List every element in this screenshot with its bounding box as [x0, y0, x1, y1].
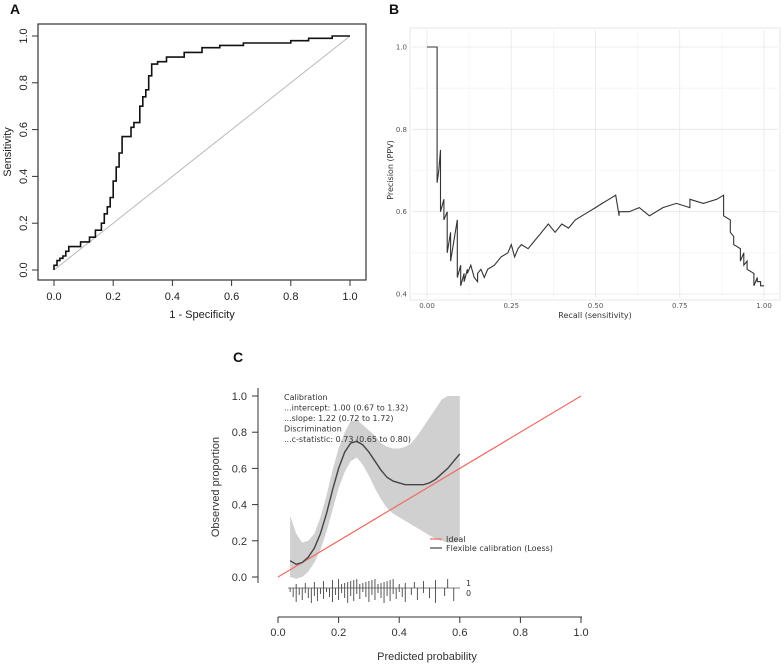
calibration-ideal-line	[277, 395, 582, 578]
pr-y-tick-label: 1.0	[396, 44, 407, 52]
roc-frame	[37, 23, 367, 281]
pr-curve	[427, 46, 764, 287]
panel-letter-a: A	[10, 1, 20, 17]
calibration-stat-line: Discrimination	[284, 425, 342, 434]
pr-x-tick-label: 0.75	[672, 302, 688, 310]
roc-x-tick-label: 0.0	[46, 291, 61, 303]
roc-y-tick-label: 0.4	[18, 169, 30, 184]
calibration-y-tick-label: 0.4	[232, 500, 247, 512]
pr-x-tick-label: 1.00	[756, 302, 772, 310]
pr-y-tick-label: 0.8	[396, 126, 407, 134]
calibration-x-tick-label: 0.0	[270, 627, 285, 639]
calibration-legend: Ideal Flexible calibration (Loess)	[430, 535, 553, 553]
pr-x-tick-label: 0.00	[419, 302, 435, 310]
calibration-x-tick-label: 0.2	[331, 627, 346, 639]
calibration-stat-line: ...slope: 1.22 (0.72 to 1.72)	[284, 414, 394, 423]
pr-panel-background	[409, 27, 781, 301]
roc-chart: 0.0 0.2 0.4 0.6 0.8 1.0 0.0 0.2 0.4 0.6 0.8 1.0 1 …	[2, 23, 367, 321]
pr-y-axis-label: Precision (PPV)	[386, 140, 395, 200]
roc-curve	[53, 35, 350, 270]
precision-recall-chart: 0.00 0.25 0.50 0.75 1.00 0.4 0.6 0.8 1.0 Recall…	[386, 27, 781, 320]
calibration-x-tick-label: 1.0	[573, 627, 588, 639]
calibration-x-axis-label: Predicted probability	[377, 651, 477, 663]
roc-x-tick-label: 0.8	[283, 291, 298, 303]
calibration-chart: 1 0 0.0 0.2 0.4 0.6 0.8 1.0 0.0 0.2 0.4 0.6 0.8 1.…	[210, 388, 589, 663]
pr-y-tick-label: 0.6	[396, 208, 408, 216]
calibration-y-tick-label: 1.0	[232, 391, 247, 403]
roc-reference-line	[53, 35, 351, 271]
calibration-stat-line: Calibration	[284, 393, 328, 402]
pr-x-axis-label: Recall (sensitivity)	[558, 311, 631, 320]
roc-y-tick-label: 0.8	[18, 75, 30, 90]
roc-x-tick-label: 0.2	[106, 291, 121, 303]
roc-x-tick-label: 1.0	[342, 291, 357, 303]
calibration-stat-line: ...c-statistic: 0.73 (0.65 to 0.80)	[284, 435, 411, 444]
panel-letter-b: B	[389, 1, 399, 17]
calibration-y-tick-label: 0.8	[232, 427, 247, 439]
calibration-y-tick-label: 0.0	[232, 572, 247, 584]
roc-x-axis-label: 1 - Specificity	[169, 309, 235, 321]
roc-y-tick-label: 0.0	[18, 262, 30, 277]
calibration-y-tick-label: 0.6	[232, 463, 247, 475]
roc-y-tick-label: 0.2	[18, 216, 30, 231]
calibration-stat-line: ...intercept: 1.00 (0.67 to 1.32)	[284, 404, 408, 413]
calibration-confidence-band	[290, 396, 460, 579]
pr-y-tick-label: 0.4	[396, 291, 408, 299]
pr-x-tick-label: 0.25	[503, 302, 519, 310]
roc-x-tick-label: 0.4	[165, 291, 180, 303]
calibration-x-tick-label: 0.8	[513, 627, 528, 639]
pr-x-tick-label: 0.50	[588, 302, 604, 310]
rug-label-events: 1	[466, 579, 471, 588]
roc-y-tick-label: 1.0	[18, 28, 30, 43]
legend-loess-label: Flexible calibration (Loess)	[446, 544, 553, 553]
panel-letter-c: C	[233, 349, 243, 365]
roc-y-tick-label: 0.6	[18, 122, 30, 137]
calibration-y-axis-label: Observed proportion	[210, 437, 222, 537]
calibration-y-tick-label: 0.2	[232, 536, 247, 548]
calibration-x-tick-label: 0.4	[392, 627, 407, 639]
legend-ideal-label: Ideal	[446, 535, 465, 544]
roc-x-tick-label: 0.6	[224, 291, 239, 303]
rug-label-nonevents: 0	[466, 589, 471, 598]
roc-y-axis-label: Sensitivity	[2, 127, 14, 177]
calibration-loess-curve	[289, 440, 461, 566]
calibration-x-tick-label: 0.6	[452, 627, 467, 639]
